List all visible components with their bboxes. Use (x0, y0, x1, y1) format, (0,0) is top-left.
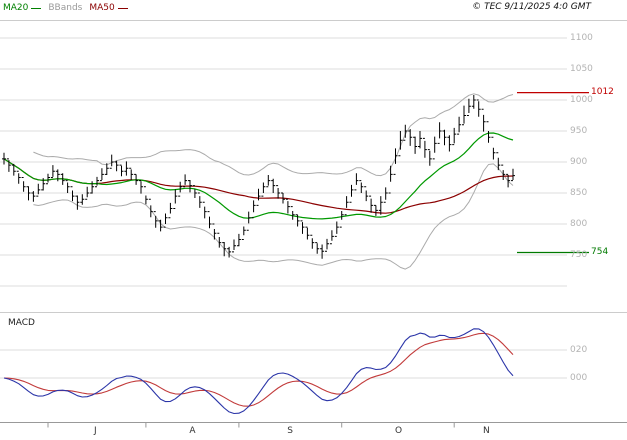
macd-panel-label: MACD (8, 318, 35, 328)
price-axis-label: 1000 (570, 94, 593, 105)
price-axis-label: 800 (570, 218, 588, 229)
legend-bbands-label: BBands (48, 3, 83, 13)
price-axis-label: 950 (570, 125, 588, 136)
chart-legend: MA20 BBands MA50 (3, 2, 128, 14)
price-axis-label: 750 (570, 249, 588, 260)
legend-ma20-label: MA20 (3, 3, 29, 13)
price-axis-label: 1100 (570, 32, 593, 43)
legend-item-bbands: BBands (48, 2, 82, 14)
level-label-resistance: 1012 (591, 87, 614, 98)
ma50-line-swatch-icon (117, 7, 128, 9)
ma20-line-swatch-icon (31, 7, 42, 9)
macd-axis-label: 000 (570, 372, 588, 383)
month-label-N: N (483, 426, 490, 436)
price-axis-label: 900 (570, 156, 588, 167)
month-label-O: O (394, 426, 403, 436)
level-label-support: 754 (591, 247, 609, 258)
price-axis-label: 1050 (570, 63, 593, 74)
price-axis-label: 850 (570, 187, 588, 198)
legend-item-ma20: MA20 (3, 2, 42, 14)
month-label-S: S (287, 426, 294, 436)
legend-ma50-label: MA50 (89, 3, 115, 13)
month-label-J: J (93, 426, 97, 436)
copyright-text: © TEC 9/11/2025 4:0 GMT (472, 2, 591, 12)
legend-item-ma50: MA50 (89, 2, 128, 14)
macd-axis-label: 020 (570, 344, 588, 355)
month-label-A: A (189, 426, 196, 436)
